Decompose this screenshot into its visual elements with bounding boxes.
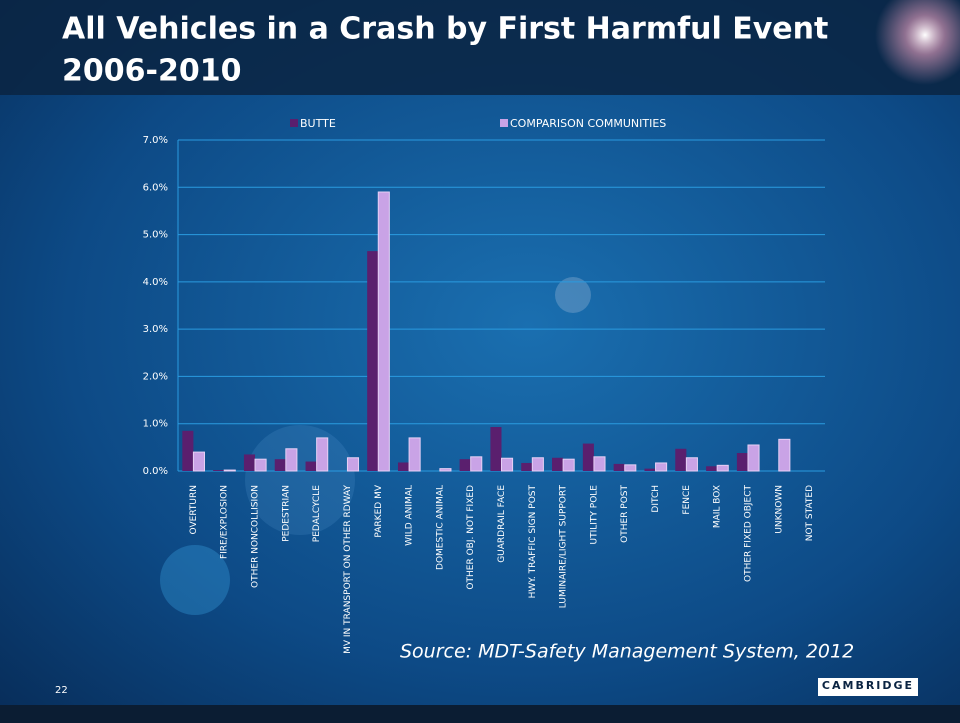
bar: [182, 430, 194, 471]
bar: [459, 459, 471, 471]
bar: [439, 468, 452, 472]
x-tick-label: MAIL BOX: [713, 485, 723, 528]
bar: [192, 451, 205, 472]
legend-label: BUTTE: [300, 117, 336, 130]
bar: [593, 456, 606, 472]
x-tick-label: FENCE: [682, 485, 692, 515]
y-tick-label: 4.0%: [143, 277, 168, 288]
bar: [655, 462, 668, 472]
x-tick-label: NOT STATED: [805, 485, 815, 541]
bar: [397, 462, 410, 471]
bar: [644, 468, 656, 471]
lens-flare: [875, 0, 960, 85]
x-tick-label: UTILITY POLE: [589, 485, 599, 545]
x-tick-label: WILD ANIMAL: [405, 485, 415, 546]
source-note: Source: MDT-Safety Management System, 20…: [400, 641, 854, 663]
x-tick-label: GUARDRAIL FACE: [497, 485, 507, 563]
slide-number: 22: [55, 685, 68, 696]
bar: [624, 464, 637, 472]
x-tick-label: OVERTURN: [189, 485, 199, 534]
x-tick-label: DOMESTIC ANIMAL: [435, 485, 445, 570]
x-tick-label: PEDESTRIAN: [281, 485, 291, 542]
x-tick-label: PEDALCYCLE: [312, 485, 322, 542]
x-tick-label: OTHER POST: [620, 485, 630, 543]
x-tick-label: UNKNOWN: [774, 485, 784, 534]
x-tick-label: OTHER FIXED OBJECT: [743, 485, 753, 583]
y-tick-label: 6.0%: [143, 182, 168, 193]
footer-band: [0, 705, 960, 723]
bar: [490, 427, 502, 471]
bar: [531, 457, 544, 472]
bar: [778, 438, 791, 472]
bar: [316, 437, 329, 472]
decor: [555, 277, 591, 313]
decor: [245, 425, 355, 535]
bar: [223, 469, 236, 472]
bar: [501, 457, 514, 472]
bar: [716, 464, 729, 472]
bar: [675, 448, 687, 471]
bar: [213, 470, 225, 471]
bar: [685, 457, 698, 472]
legend-swatch: [500, 119, 508, 127]
x-tick-label: LUMINAIRE/LIGHT SUPPORT: [559, 485, 569, 609]
y-tick-label: 5.0%: [143, 230, 168, 241]
y-tick-label: 0.0%: [143, 466, 168, 477]
bar: [408, 437, 421, 472]
chart: 0.0% 1.0% 2.0% 3.0% 4.0% 5.0% 6.0% 7.0% OVERTURN…: [143, 117, 825, 654]
y-tick-label: 3.0%: [143, 324, 168, 335]
chart-subtitle: 2006-2010: [62, 54, 241, 89]
logo: CAMBRIDGE: [822, 679, 914, 692]
bar: [747, 444, 760, 472]
bar: [736, 453, 748, 471]
bar: [582, 443, 594, 471]
x-tick-label: DITCH: [651, 485, 661, 513]
x-tick-label: MV IN TRANSPORT ON OTHER RDWAY: [343, 485, 353, 654]
y-tick-label: 1.0%: [143, 419, 168, 430]
bar: [305, 461, 317, 471]
bar: [254, 458, 267, 472]
chart-title: All Vehicles in a Crash by First Harmful…: [62, 12, 828, 47]
bar: [706, 466, 718, 471]
bar: [562, 458, 575, 472]
bar: [367, 251, 379, 471]
bar: [243, 454, 256, 471]
y-tick-label: 2.0%: [143, 371, 168, 382]
y-tick-label: 7.0%: [143, 135, 168, 146]
legend-swatch: [290, 119, 298, 127]
bar: [285, 448, 298, 472]
logo-box: [818, 678, 918, 696]
x-tick-label: OTHER OBJ. NOT FIXED: [466, 485, 476, 590]
bar: [346, 457, 360, 472]
x-tick-label: PARKED MV: [374, 484, 384, 537]
decor: [160, 545, 230, 615]
legend-label: COMPARISON COMMUNITIES: [510, 117, 666, 130]
bar: [274, 459, 286, 471]
bar: [521, 462, 533, 471]
bar: [470, 456, 483, 472]
x-tick-label: OTHER NONCOLLISION: [251, 485, 261, 588]
x-tick-label: HWY. TRAFFIC SIGN POST: [528, 485, 538, 599]
header-band: [0, 0, 960, 95]
bar: [613, 463, 625, 471]
bar: [552, 457, 564, 471]
bar: [377, 191, 390, 472]
x-tick-label: FIRE/EXPLOSION: [220, 485, 230, 559]
